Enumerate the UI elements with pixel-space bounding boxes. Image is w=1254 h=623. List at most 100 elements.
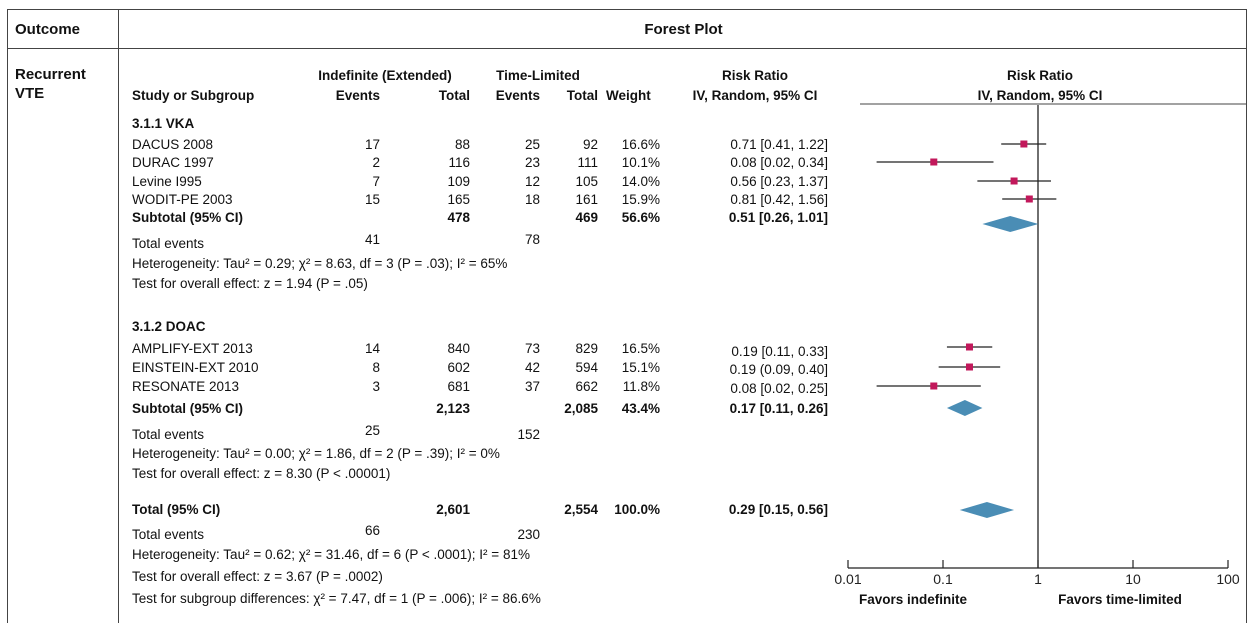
total-events-time-limited: 152 — [517, 427, 540, 442]
study-weight: 11.8% — [622, 379, 660, 394]
plot-title-header: Risk Ratio — [1006, 68, 1074, 83]
total-total-time-limited: 2,554 — [564, 502, 598, 517]
study-events-indefinite: 14 — [364, 341, 380, 356]
study-total-indefinite: 88 — [454, 137, 470, 152]
study-total-time-limited: 105 — [575, 174, 598, 189]
time-limited-group-header: Time-Limited — [496, 68, 580, 83]
study-total-time-limited: 111 — [577, 155, 598, 170]
total-total-indefinite: 2,601 — [436, 502, 470, 517]
study-events-time-limited: 73 — [524, 341, 540, 356]
total-events-label: Total events — [132, 527, 205, 542]
total-events-indefinite: 41 — [364, 232, 380, 247]
x-axis-tick-label: 100 — [1216, 571, 1240, 587]
study-total-time-limited: 92 — [582, 137, 598, 152]
study-name: DACUS 2008 — [132, 137, 214, 152]
subtotal-label: Subtotal (95% CI) — [132, 210, 244, 225]
study-events-time-limited: 18 — [524, 192, 540, 207]
subtotal-weight: 43.4% — [621, 401, 660, 416]
indefinite-events-header: Events — [335, 88, 380, 103]
study-name: Levine I995 — [132, 174, 202, 189]
study-weight: 14.0% — [621, 174, 660, 189]
pooled-estimate-diamond — [959, 502, 1015, 518]
total-label: Total (95% CI) — [132, 502, 221, 517]
total-events-label: Total events — [132, 236, 205, 251]
study-point-marker — [930, 382, 938, 390]
study-risk-ratio: 0.08 [0.02, 0.34] — [730, 155, 828, 170]
study-events-indefinite: 3 — [372, 379, 380, 394]
rr-method-header: IV, Random, 95% CI — [692, 88, 818, 103]
column-divider — [118, 10, 119, 623]
study-name: RESONATE 2013 — [132, 379, 240, 394]
subgroup-differences-text: Test for subgroup differences: χ² = 7.47… — [132, 591, 541, 606]
study-events-indefinite: 2 — [372, 155, 380, 170]
indefinite-group-header: Indefinite (Extended) — [318, 68, 452, 83]
forest-column-header: Forest Plot — [644, 21, 723, 38]
study-events-time-limited: 42 — [524, 360, 540, 375]
overall-effect-text: Test for overall effect: z = 1.94 (P = .… — [132, 276, 368, 291]
study-total-indefinite: 165 — [447, 192, 470, 207]
outcome-label: Recurrent VTE — [15, 66, 86, 102]
study-total-indefinite: 681 — [447, 379, 470, 394]
study-risk-ratio: 0.19 (0.09, 0.40] — [729, 362, 828, 377]
overall-effect-text: Test for overall effect: z = 8.30 (P < .… — [132, 466, 391, 481]
study-risk-ratio: 0.56 [0.23, 1.37] — [730, 174, 828, 189]
overall-effect-text: Test for overall effect: z = 3.67 (P = .… — [132, 569, 383, 584]
study-events-indefinite: 7 — [372, 174, 380, 189]
study-weight: 15.1% — [621, 360, 660, 375]
favors-right-label: Favors time-limited — [1058, 592, 1182, 607]
outcome-column-header: Outcome — [15, 21, 81, 38]
rr-title-header: Risk Ratio — [721, 68, 789, 83]
plot-method-header: IV, Random, 95% CI — [977, 88, 1103, 103]
subtotal-label: Subtotal (95% CI) — [132, 401, 244, 416]
study-point-marker — [965, 343, 973, 351]
study-name: WODIT-PE 2003 — [132, 192, 233, 207]
study-total-indefinite: 109 — [447, 174, 470, 189]
study-events-indefinite: 15 — [364, 192, 380, 207]
time-limited-total-header: Total — [566, 88, 598, 103]
study-events-time-limited: 25 — [524, 137, 540, 152]
time-limited-events-header: Events — [495, 88, 540, 103]
weight-header: Weight — [606, 88, 651, 103]
subtotal-weight: 56.6% — [621, 210, 660, 225]
subtotal-risk-ratio: 0.17 [0.11, 0.26] — [729, 401, 828, 416]
study-name: EINSTEIN-EXT 2010 — [132, 360, 259, 375]
total-events-time-limited: 78 — [524, 232, 540, 247]
study-events-time-limited: 37 — [524, 379, 540, 394]
study-total-time-limited: 662 — [575, 379, 598, 394]
study-header: Study or Subgroup — [132, 88, 255, 103]
study-name: AMPLIFY-EXT 2013 — [132, 341, 253, 356]
study-weight: 16.6% — [621, 137, 660, 152]
study-total-indefinite: 602 — [447, 360, 470, 375]
pooled-estimate-diamond — [982, 216, 1039, 232]
subgroup-title: 3.1.2 DOAC — [132, 319, 206, 334]
study-point-marker — [1025, 195, 1033, 203]
study-risk-ratio: 0.19 [0.11, 0.33] — [731, 344, 828, 359]
subtotal-total-indefinite: 478 — [447, 210, 470, 225]
study-point-marker — [930, 158, 938, 166]
subtotal-total-time-limited: 2,085 — [564, 401, 598, 416]
subtotal-total-time-limited: 469 — [575, 210, 598, 225]
heterogeneity-text: Heterogeneity: Tau² = 0.00; χ² = 1.86, d… — [132, 446, 500, 461]
heterogeneity-text: Heterogeneity: Tau² = 0.62; χ² = 31.46, … — [132, 547, 530, 562]
x-axis-tick-label: 0.01 — [834, 571, 861, 587]
study-weight: 16.5% — [621, 341, 660, 356]
subtotal-risk-ratio: 0.51 [0.26, 1.01] — [728, 210, 828, 225]
pooled-estimate-diamond — [946, 400, 983, 416]
x-axis-tick-label: 0.1 — [933, 571, 953, 587]
study-total-indefinite: 840 — [447, 341, 470, 356]
forest-plot-table: Outcome Forest Plot Recurrent VTE — [7, 9, 1247, 623]
study-point-marker — [1020, 140, 1028, 148]
x-axis-tick-label: 1 — [1034, 571, 1042, 587]
total-events-time-limited: 230 — [517, 527, 540, 542]
x-axis-tick-label: 10 — [1125, 571, 1141, 587]
subtotal-total-indefinite: 2,123 — [436, 401, 470, 416]
subgroup-title: 3.1.1 VKA — [132, 116, 195, 131]
study-risk-ratio: 0.81 [0.42, 1.56] — [730, 192, 828, 207]
study-point-marker — [965, 363, 973, 371]
study-events-indefinite: 8 — [372, 360, 380, 375]
study-total-indefinite: 116 — [448, 155, 470, 170]
study-total-time-limited: 594 — [575, 360, 598, 375]
study-risk-ratio: 0.08 [0.02, 0.25] — [730, 381, 828, 396]
study-point-marker — [1010, 177, 1018, 185]
